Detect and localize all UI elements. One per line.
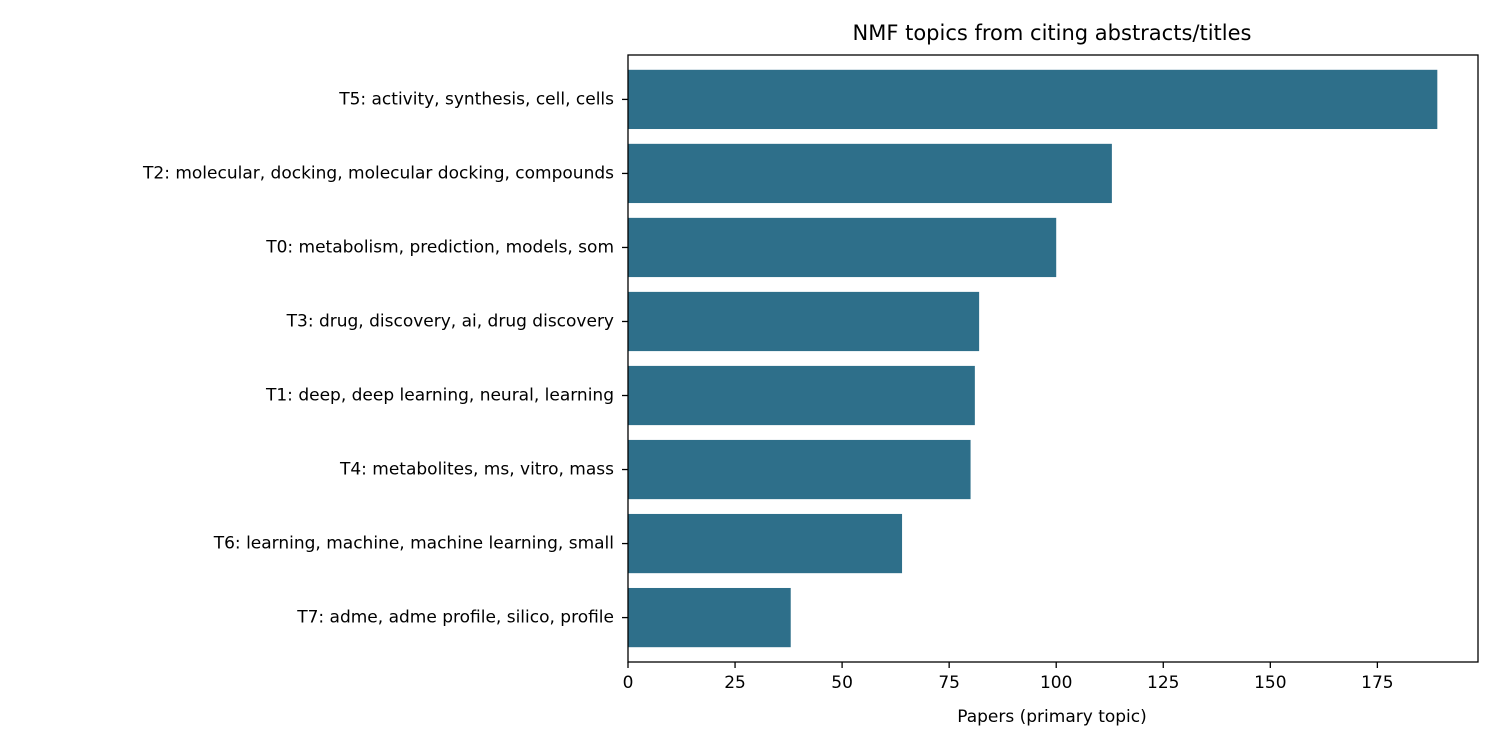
bar bbox=[628, 587, 791, 648]
bar bbox=[628, 291, 980, 352]
bar bbox=[628, 513, 903, 574]
bar bbox=[628, 365, 975, 426]
x-tick-label: 75 bbox=[938, 673, 960, 693]
y-tick-labels: T5: activity, synthesis, cell, cells T2: … bbox=[142, 89, 628, 628]
x-tick-label: 175 bbox=[1361, 673, 1393, 693]
x-tick-label: 50 bbox=[831, 673, 853, 693]
y-tick-label: T0: metabolism, prediction, models, som bbox=[265, 237, 614, 257]
y-tick-label: T6: learning, machine, machine learning,… bbox=[213, 534, 614, 554]
chart-title: NMF topics from citing abstracts/titles bbox=[853, 21, 1252, 45]
x-axis-label: Papers (primary topic) bbox=[957, 707, 1147, 727]
y-tick-label: T5: activity, synthesis, cell, cells bbox=[338, 89, 614, 109]
y-tick-label: T1: deep, deep learning, neural, learnin… bbox=[265, 386, 614, 406]
x-tick-label: 125 bbox=[1147, 673, 1179, 693]
bar bbox=[628, 69, 1438, 130]
x-tick-label: 0 bbox=[623, 673, 634, 693]
x-tick-label: 100 bbox=[1040, 673, 1072, 693]
y-tick-label: T7: adme, adme profile, silico, profile bbox=[296, 608, 614, 628]
y-tick-label: T2: molecular, docking, molecular dockin… bbox=[142, 163, 614, 183]
x-tick-label: 25 bbox=[724, 673, 746, 693]
bars-layer bbox=[628, 69, 1438, 648]
x-tick-labels: 0 25 50 75 100 125 150 175 bbox=[623, 662, 1394, 693]
bar bbox=[628, 439, 971, 500]
x-tick-label: 150 bbox=[1254, 673, 1286, 693]
y-tick-label: T4: metabolites, ms, vitro, mass bbox=[339, 460, 614, 480]
bar bbox=[628, 217, 1057, 278]
plot-frame bbox=[627, 54, 1479, 663]
y-tick-label: T3: drug, discovery, ai, drug discovery bbox=[286, 311, 614, 331]
bar bbox=[628, 143, 1112, 204]
